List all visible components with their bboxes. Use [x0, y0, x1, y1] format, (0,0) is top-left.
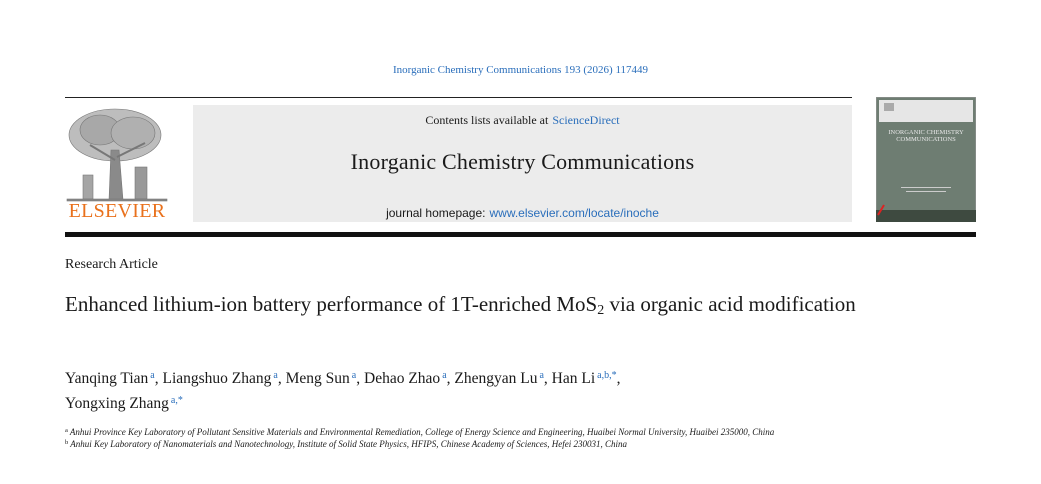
author-affiliation-mark[interactable]: a,b,* [597, 370, 617, 381]
article-title: Enhanced lithium-ion battery performance… [65, 289, 865, 319]
affiliation-list: a Anhui Province Key Laboratory of Pollut… [65, 426, 855, 450]
author-separator: , [616, 370, 621, 387]
author-name[interactable]: Meng Sun [285, 370, 350, 387]
author-affiliation-mark[interactable]: a [273, 370, 278, 381]
top-rule [65, 97, 852, 98]
title-text: via organic acid modification [604, 292, 856, 316]
author-name[interactable]: Han Li [551, 370, 596, 387]
homepage-prefix: journal homepage: [386, 206, 486, 220]
author-separator: , [277, 370, 282, 387]
journal-cover [876, 97, 976, 222]
article-type: Research Article [65, 257, 158, 272]
author-affiliation-mark[interactable]: a [442, 370, 447, 381]
author-affiliation-mark[interactable]: a [150, 370, 155, 381]
affiliation: a Anhui Province Key Laboratory of Pollut… [65, 426, 855, 438]
journal-name: Inorganic Chemistry Communications [350, 149, 695, 174]
citation[interactable]: Inorganic Chemistry Communications 193 (… [392, 64, 649, 76]
author-separator: , [446, 370, 451, 387]
homepage-link[interactable]: www.elsevier.com/locate/inoche [489, 206, 659, 220]
title-subscript: 2 [597, 303, 605, 318]
publisher-name: ELSEVIER [68, 200, 166, 222]
elsevier-logo [66, 108, 168, 202]
affiliation-text: Anhui Key Laboratory of Nanomaterials an… [70, 439, 628, 449]
contents-prefix: Contents lists available at [425, 113, 549, 127]
author-list: Yanqing Tian a, Liangshuo Zhang a, Meng Su… [65, 366, 885, 416]
author-name[interactable]: Yongxing Zhang [65, 395, 169, 412]
author-name[interactable]: Zhengyan Lu [454, 370, 538, 387]
author-affiliation-mark[interactable]: a [351, 370, 357, 381]
sciencedirect-link[interactable]: ScienceDirect [552, 113, 620, 127]
title-text: Enhanced lithium-ion battery performance… [65, 292, 598, 316]
thick-rule [65, 232, 976, 237]
author-affiliation-mark[interactable]: a [539, 370, 544, 381]
author-name[interactable]: Dehao Zhao [364, 370, 441, 387]
author-separator: , [543, 370, 548, 387]
affiliation-text: Anhui Province Key Laboratory of Polluta… [69, 427, 775, 437]
author-affiliation-mark[interactable]: a,* [170, 395, 183, 406]
cover-title: INORGANIC CHEMISTRY COMMUNICATIONS [888, 129, 964, 143]
affiliation: b Anhui Key Laboratory of Nanomaterials a… [65, 438, 855, 450]
affiliation-label: a [65, 427, 68, 434]
homepage-line: journal homepage: www.elsevier.com/locate… [193, 206, 852, 220]
journal-banner: Contents lists available at ScienceDirect… [193, 105, 852, 222]
author-name[interactable]: Yanqing Tian [65, 370, 149, 387]
author-separator: , [356, 370, 361, 387]
contents-line: Contents lists available at ScienceDirect [193, 113, 852, 128]
affiliation-label: b [65, 439, 69, 446]
author-name[interactable]: Liangshuo Zhang [162, 370, 272, 387]
author-separator: , [154, 370, 159, 387]
